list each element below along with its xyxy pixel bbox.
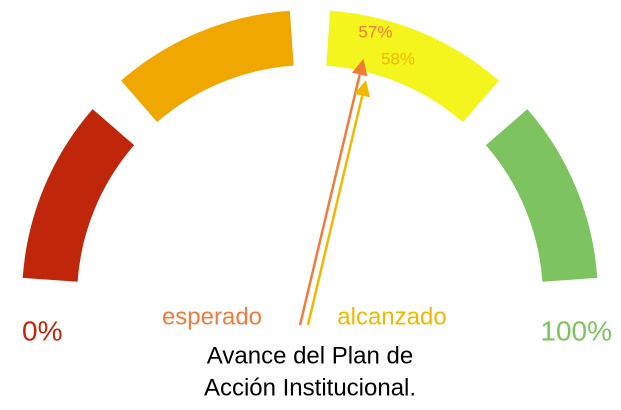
gauge-band [22, 109, 135, 282]
legend-label: esperado [162, 303, 262, 330]
legend-label: alcanzado [337, 303, 446, 330]
arrow-head [354, 80, 371, 98]
range-label: 100% [540, 315, 612, 346]
gauge-band [326, 10, 499, 123]
gauge-band [121, 10, 294, 123]
value-label: 57% [358, 22, 392, 41]
range-label: 0% [22, 315, 62, 346]
pointer-arrow [306, 95, 364, 326]
value-label: 58% [381, 50, 415, 69]
gauge-band [485, 109, 598, 282]
pointer-arrow [298, 74, 361, 326]
arrow-head [351, 58, 368, 77]
caption-line: Avance del Plan de [207, 342, 413, 369]
caption-line: Acción Institucional. [204, 374, 416, 401]
